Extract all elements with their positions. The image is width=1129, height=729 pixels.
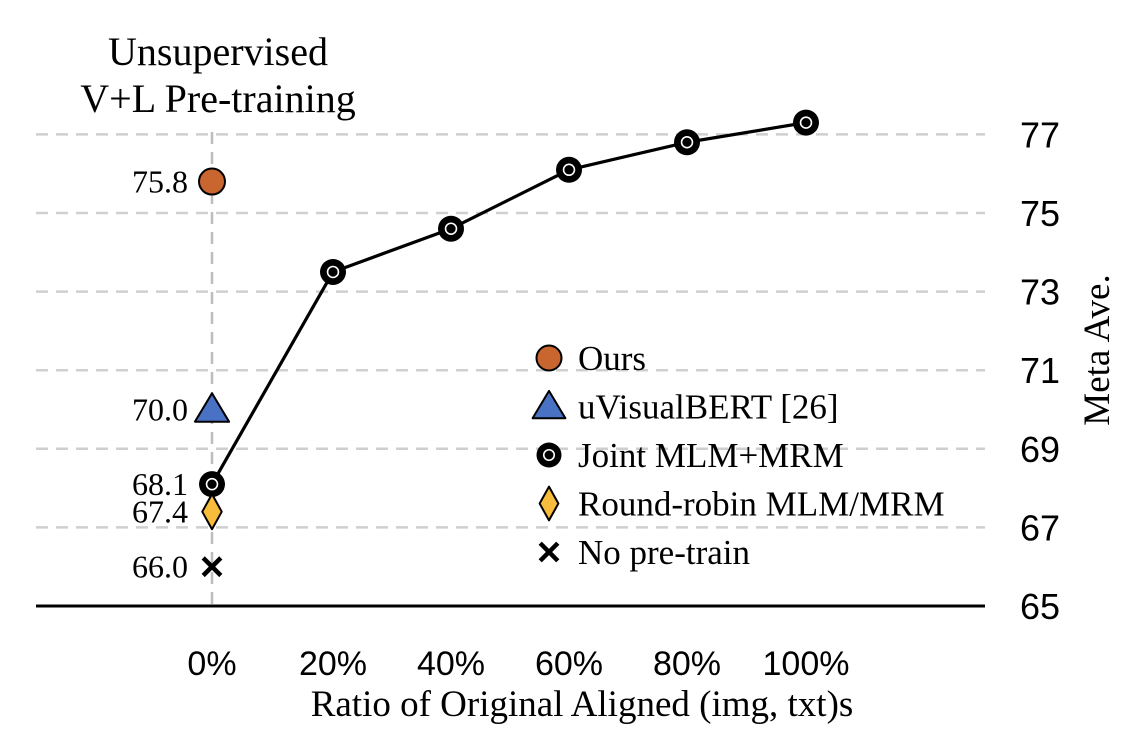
legend-label-joint-mlm-mrm: Joint MLM+MRM [578,436,844,475]
legend-marker-joint-mlm-mrm-shape [536,442,562,468]
data-point-20pct [320,258,346,285]
x-tick-label-100pct: 100% [763,645,850,683]
point-ours [198,167,226,196]
point-round-robin-mlm-mrm [201,493,223,531]
series-line-0 [210,121,807,485]
point-joint-mlm-mrm [199,471,225,498]
y-axis-label: Meta Ave. [1077,274,1118,425]
x-tick-label-0pct: 0% [187,645,236,683]
y-tick-label-65: 65 [1020,586,1060,627]
legend-label-ours: Ours [578,339,646,378]
point-uvisualbert-26 [193,392,231,423]
x-tick-label-80pct: 80% [653,645,721,683]
legend-marker-ours-shape [535,344,563,372]
legend-marker-uvisualbert-26-shape [531,389,567,420]
x-tick-label-60pct: 60% [535,645,603,683]
legend-marker-round-robin-mlm-mrm [538,485,560,522]
data-point-40pct-ring [444,222,458,235]
data-point-80pct [674,129,700,156]
value-label-ours: 75.8 [132,164,188,200]
value-label-no-pre-train: 66.0 [132,549,188,585]
legend-marker-ours [535,344,563,372]
y-tick-label-75: 75 [1020,193,1060,234]
legend-marker-joint-mlm-mrm-ring [542,448,556,462]
legend-marker-no-pre-train-stroke-b [538,541,560,563]
legend-marker-no-pre-train [538,541,560,563]
data-point-100pct-ring [799,116,813,129]
value-label-uvisualbert-26: 70.0 [132,392,188,428]
y-tick-label-71: 71 [1020,350,1060,391]
value-label-round-robin-mlm-mrm: 67.4 [132,494,188,530]
y-tick-label-67: 67 [1020,507,1060,548]
point-joint-mlm-mrm-ring [205,477,219,491]
y-tick-label-73: 73 [1020,272,1060,313]
axes: 65 67 69 71 73 75 77 0% 20% 40% 60% 80% 100%Ratio of… [36,114,1118,725]
legend-marker-round-robin-mlm-mrm-shape [538,485,560,522]
point-round-robin-mlm-mrm-shape [201,493,223,531]
data-point-100pct-shape [793,109,819,136]
chart-title-line-2: V+L Pre-training [80,76,355,121]
data-point-20pct-ring [326,265,340,279]
point-joint-mlm-mrm-shape [199,471,225,498]
y-tick-label-69: 69 [1020,429,1060,470]
data-point-60pct-shape [556,156,582,183]
data-point-20pct-shape [320,258,346,285]
legend-label-no-pre-train: No pre-train [578,533,750,572]
x-tick-label-20pct: 20% [299,645,367,683]
value-label-joint-mlm-mrm: 68.1 [132,466,188,502]
data-point-60pct-ring [562,163,576,177]
data-point-40pct [438,215,464,242]
point-ours-shape [198,167,226,196]
x-axis-label: Ratio of Original Aligned (img, txt)s [311,684,854,725]
legend-marker-uvisualbert-26 [531,389,567,420]
point-no-pre-train-stroke-b [201,556,223,578]
data-point-60pct [556,156,582,183]
chart-title-line-1: Unsupervised [108,29,328,74]
legend: Ours uVisualBERT [26] Joint MLM+MRM Round-r… [531,339,945,572]
point-uvisualbert-26-shape [193,392,231,423]
data-point-40pct-shape [438,215,464,242]
y-tick-label-77: 77 [1020,114,1060,155]
zero-ratio-points: 75.8 70.0 68.167.4 66.0 [132,164,231,585]
data-point-100pct [793,109,819,136]
x-tick-label-40pct: 40% [417,645,485,683]
legend-marker-joint-mlm-mrm [536,442,562,468]
data-point-80pct-shape [674,129,700,156]
series-joint-mlm-mrm [210,109,819,485]
grid-lines [36,132,985,606]
data-point-80pct-ring [680,135,694,149]
point-no-pre-train [201,556,223,578]
legend-label-round-robin-mlm-mrm: Round-robin MLM/MRM [578,485,945,524]
legend-label-uvisualbert-26: uVisualBERT [26] [578,388,839,427]
